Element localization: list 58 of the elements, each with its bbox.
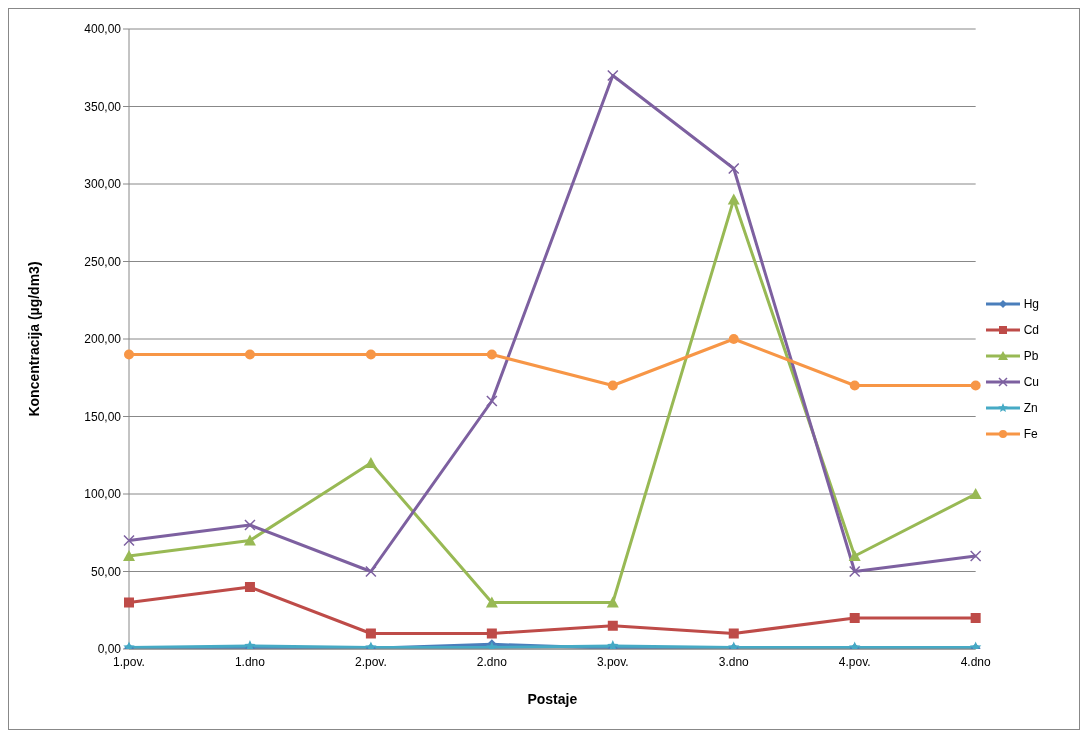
point xyxy=(606,596,619,608)
point xyxy=(969,488,982,499)
point xyxy=(849,380,860,391)
point xyxy=(244,519,256,531)
point xyxy=(728,334,739,344)
point xyxy=(607,69,619,82)
point xyxy=(124,349,134,360)
x-tick-label: 2.dno xyxy=(476,654,508,669)
legend-label: Hg xyxy=(1023,297,1039,311)
point xyxy=(365,565,377,578)
point xyxy=(486,349,497,360)
point xyxy=(123,550,135,561)
x-tick-label: 4.pov. xyxy=(838,654,871,669)
y-tick-label: 0,00 xyxy=(97,642,122,657)
x-tick-label: 2.pov. xyxy=(355,654,387,669)
x-axis-title: Postaje xyxy=(527,691,578,707)
point xyxy=(727,193,740,205)
point xyxy=(848,565,861,578)
point xyxy=(486,395,498,407)
x-tick-label: 1.dno xyxy=(234,654,266,669)
point xyxy=(969,550,982,562)
point xyxy=(607,380,618,391)
point xyxy=(365,349,376,360)
point xyxy=(728,628,739,639)
point xyxy=(607,620,618,631)
point xyxy=(244,582,255,592)
y-tick-label: 300,00 xyxy=(84,177,122,192)
legend-label: Zn xyxy=(1023,401,1038,415)
point xyxy=(849,613,860,623)
point xyxy=(607,639,619,649)
point xyxy=(485,596,498,608)
point xyxy=(970,613,981,623)
point xyxy=(243,534,256,546)
legend-label: Cu xyxy=(1023,375,1039,389)
y-tick-label: 100,00 xyxy=(84,487,122,502)
point xyxy=(486,628,497,639)
y-tick-label: 400,00 xyxy=(84,22,122,37)
point xyxy=(970,380,981,391)
legend-label: Fe xyxy=(1023,427,1038,441)
x-tick-label: 3.dno xyxy=(718,654,750,669)
point xyxy=(244,349,255,360)
point xyxy=(848,550,861,561)
y-tick-label: 50,00 xyxy=(90,564,122,579)
x-tick-label: 1.pov. xyxy=(113,654,145,669)
legend-label: Cd xyxy=(1023,323,1039,337)
y-tick-label: 150,00 xyxy=(84,409,122,424)
legend-label: Pb xyxy=(1023,349,1039,363)
point xyxy=(244,639,256,649)
y-tick-label: 350,00 xyxy=(84,99,122,114)
x-tick-label: 3.pov. xyxy=(596,654,629,669)
x-tick-label: 4.dno xyxy=(960,654,991,669)
point xyxy=(365,628,376,639)
y-axis-title: Koncentracija (µg/dm3) xyxy=(25,261,42,417)
point xyxy=(728,162,740,175)
point xyxy=(123,534,135,547)
y-tick-label: 200,00 xyxy=(84,332,122,347)
y-tick-label: 250,00 xyxy=(84,254,122,269)
point xyxy=(124,597,134,608)
